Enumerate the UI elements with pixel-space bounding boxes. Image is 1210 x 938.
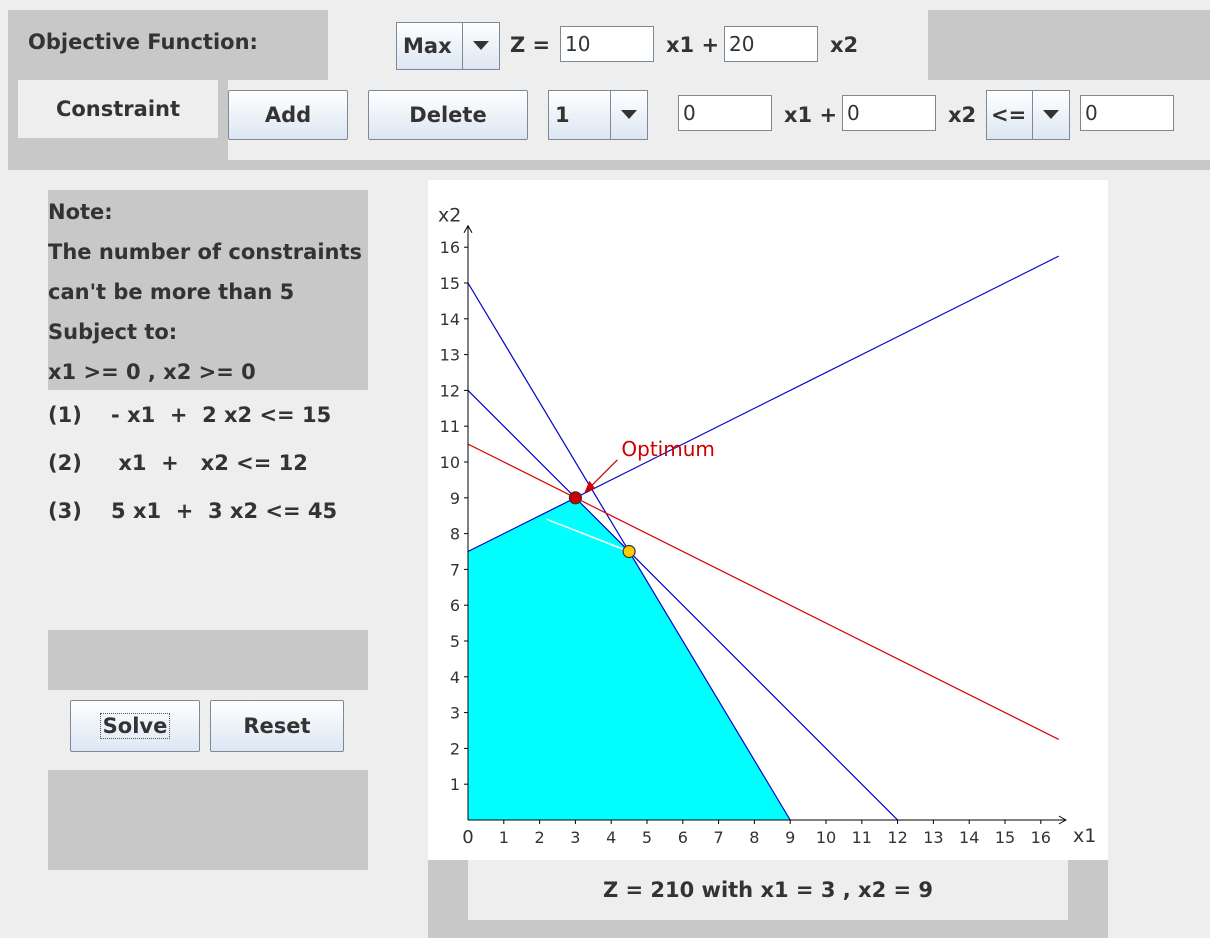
delete-button[interactable]: Delete [368,90,528,140]
y-axis-arrow [463,224,473,233]
x-tick-label: 9 [785,828,795,847]
constraint-rhs-input[interactable] [1080,95,1174,131]
y-tick-label: 9 [450,489,460,508]
tab-constraint-label: Constraint [55,97,181,121]
constraint-coef2-input[interactable] [842,95,936,131]
optimum-annotation: Optimum [621,437,714,461]
objective-x1-plus-label: x1 + [666,33,720,57]
objective-x2-label: x2 [830,33,859,57]
x-tick-label: 1 [499,828,509,847]
note-line-2: can't be more than 5 [48,280,295,304]
note-panel [48,190,368,390]
x-tick-label: 11 [852,828,872,847]
left-spacer-panel [48,630,368,690]
nonnegativity-label: x1 >= 0 , x2 >= 0 [48,360,256,384]
x-tick-label: 13 [923,828,943,847]
x-tick-label: 12 [887,828,907,847]
objective-line [467,443,1059,740]
reset-button[interactable]: Reset [210,700,344,752]
add-button[interactable]: Add [228,90,348,140]
constraint-x2-label: x2 [948,103,977,127]
constraint-coef1-input[interactable] [678,95,772,131]
objective-mode-value: Max [403,34,452,58]
x-tick-label: 16 [1031,828,1051,847]
y-tick-label: 7 [450,560,460,579]
chevron-down-icon[interactable] [462,23,499,69]
y-tick-label: 10 [440,453,460,472]
y-tick-label: 2 [450,739,460,758]
objective-function-label: Objective Function: [28,30,258,54]
objective-mode-select[interactable]: Max [396,22,500,70]
y-tick-label: 14 [440,310,460,329]
chart-area: 0 1 2 3 4 5 6 7 8 9 10 11 12 13 14 15 16 1 2 3 4 5 6 7 8 9 10 11 12 1… [428,180,1108,860]
x-tick-label: 14 [959,828,979,847]
result-box: Z = 210 with x1 = 3 , x2 = 9 [468,860,1068,920]
constraint-item: (1) - x1 + 2 x2 <= 15 [48,403,332,427]
constraint-item: (3) 5 x1 + 3 x2 <= 45 [48,499,338,523]
y-tick-label: 15 [440,274,460,293]
x-tick-label: 3 [570,828,580,847]
objective-coef1-input[interactable] [560,26,654,62]
constraint-operator-value: <= [991,103,1027,127]
constraint-index-select[interactable]: 1 [548,90,648,140]
objective-right-panel [928,10,1210,80]
constraint-operator-select[interactable]: <= [986,90,1070,140]
note-line-1: The number of constraints [48,240,363,264]
y-tick-label: 8 [450,525,460,544]
constraint-x1-plus-label: x1 + [784,103,838,127]
y-tick-label: 6 [450,596,460,615]
annotation-arrowhead [584,480,596,493]
x-tick-label: 6 [678,828,688,847]
x-axis-arrow [1058,815,1067,825]
annotation-pointer [586,459,618,491]
y-tick-label: 5 [450,632,460,651]
y-tick-label: 1 [450,775,460,794]
z-equals-label: Z = [510,33,551,57]
tab-constraint[interactable]: Constraint [18,80,218,138]
optimum-marker [568,491,582,505]
solve-button-label: Solve [99,713,171,739]
y-tick-label: 13 [440,346,460,365]
vertex-marker [622,544,636,559]
objective-panel [8,10,328,80]
chevron-down-icon[interactable] [610,91,647,139]
y-tick-label: 16 [440,238,460,257]
feasible-region [468,497,791,820]
x-tick-label: 15 [995,828,1015,847]
x-tick-label: 5 [642,828,652,847]
x-tick-label: 4 [606,828,616,847]
x-tick-label: 7 [714,828,724,847]
left-bottom-panel [48,770,368,870]
result-text: Z = 210 with x1 = 3 , x2 = 9 [602,878,934,902]
x-tick-label: 0 [462,827,473,848]
y-axis-label: x2 [438,205,461,227]
subject-to-label: Subject to: [48,320,178,344]
edge-line [546,518,630,553]
constraint-line [467,389,899,821]
x-tick-label: 8 [749,828,759,847]
y-tick-label: 11 [440,417,460,436]
x-axis-label: x1 [1073,825,1096,847]
chevron-down-icon[interactable] [1032,91,1069,139]
lp-graph: 0 1 2 3 4 5 6 7 8 9 10 11 12 13 14 15 161234567891011121… [438,205,1096,848]
constraint-line [467,255,1059,553]
note-title: Note: [48,200,113,224]
y-tick-label: 3 [450,704,460,723]
objective-coef2-input[interactable] [724,26,818,62]
x-tick-label: 2 [535,828,545,847]
solve-button[interactable]: Solve [70,700,200,752]
x-tick-label: 10 [816,828,836,847]
constraint-index-value: 1 [555,103,570,127]
y-tick-label: 12 [440,381,460,400]
constraint-item: (2) x1 + x2 <= 12 [48,451,308,475]
y-tick-label: 4 [450,668,460,687]
